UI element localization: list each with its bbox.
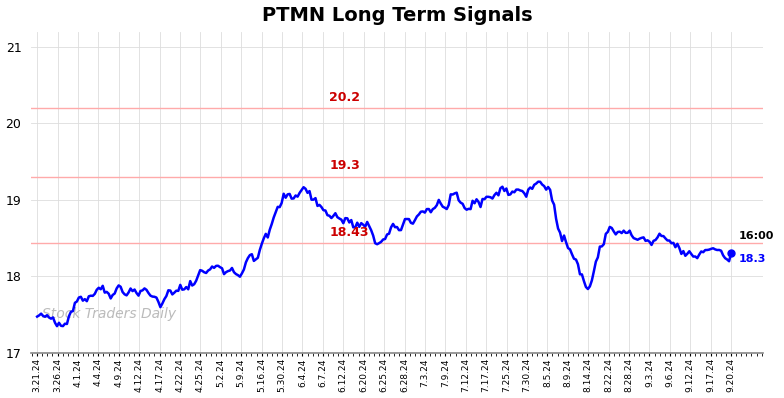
Text: 18.43: 18.43 [329, 226, 369, 239]
Title: PTMN Long Term Signals: PTMN Long Term Signals [262, 6, 532, 25]
Text: 20.2: 20.2 [329, 90, 361, 103]
Text: 19.3: 19.3 [329, 159, 360, 172]
Text: Stock Traders Daily: Stock Traders Daily [42, 306, 176, 320]
Text: 16:00: 16:00 [739, 232, 775, 242]
Text: 18.3: 18.3 [739, 254, 767, 264]
